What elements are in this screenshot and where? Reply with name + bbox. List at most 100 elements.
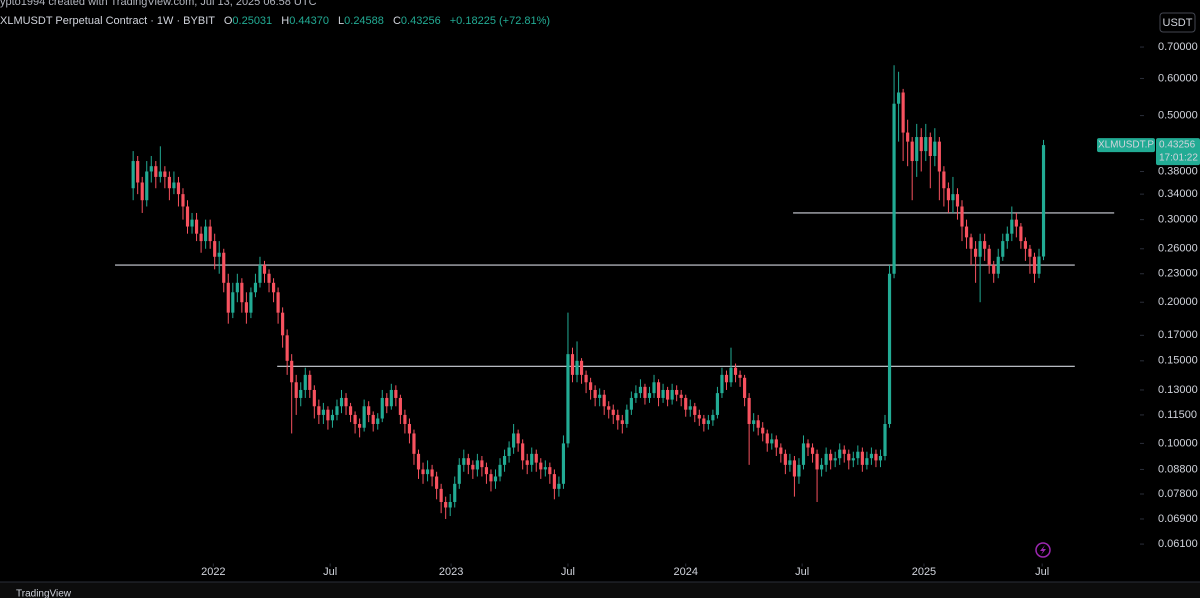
candle-body xyxy=(865,458,869,465)
y-tick-label: 0.50000 xyxy=(1158,109,1198,121)
candle-body xyxy=(389,389,393,407)
currency[interactable]: USDT xyxy=(1163,17,1193,29)
candle-body xyxy=(607,406,611,410)
candle-body xyxy=(267,273,271,283)
candle-body xyxy=(919,137,923,152)
y-tick-label: 0.38000 xyxy=(1158,165,1198,177)
candle-body xyxy=(851,458,855,461)
candle-body xyxy=(140,182,144,201)
candle-body xyxy=(756,420,760,428)
candle-body xyxy=(439,488,443,502)
candle-body xyxy=(697,414,701,419)
candle-body xyxy=(634,393,638,398)
candle-body xyxy=(992,265,996,274)
candle-body xyxy=(317,406,321,415)
symbol-tag xyxy=(1097,138,1155,153)
symbol-label: XLMUSDT.P xyxy=(1098,140,1154,151)
candle-body xyxy=(675,389,679,395)
ohlc-key: H xyxy=(281,15,290,27)
candle-body xyxy=(901,92,905,133)
y-tick-label: 0.13000 xyxy=(1158,384,1198,396)
candle-body xyxy=(145,171,149,201)
candle-body xyxy=(425,469,430,475)
y-tick-label: 0.10000 xyxy=(1158,437,1198,449)
candle-body xyxy=(625,409,629,424)
candle-body xyxy=(208,226,212,242)
candle-body xyxy=(453,483,457,502)
candle-body xyxy=(394,389,398,398)
candle-body xyxy=(172,182,176,189)
candle-body xyxy=(856,451,860,459)
candle-body xyxy=(1001,241,1005,257)
candle-body xyxy=(416,453,421,470)
candle-body xyxy=(493,476,498,482)
candle-body xyxy=(779,447,783,454)
candle-body xyxy=(285,335,289,361)
candle-body xyxy=(158,171,162,177)
candle-body xyxy=(996,256,1000,274)
candle-body xyxy=(362,406,366,428)
candle-body xyxy=(774,439,778,448)
candle-body xyxy=(521,443,525,461)
candle-body xyxy=(797,464,801,477)
candle-body xyxy=(498,464,502,477)
candle-body xyxy=(258,265,262,283)
y-tick-label: 0.60000 xyxy=(1158,72,1198,84)
candle-body xyxy=(403,414,407,424)
candle-body xyxy=(435,476,439,489)
x-tick-label: 2022 xyxy=(201,566,225,578)
candle-body xyxy=(661,389,665,398)
candle-body xyxy=(1032,256,1037,274)
candle-body xyxy=(471,464,475,470)
x-tick-label: 2023 xyxy=(439,566,463,578)
candle-body xyxy=(711,414,715,421)
candle-body xyxy=(801,443,806,465)
y-tick-label: 0.30000 xyxy=(1158,214,1198,226)
candle-body xyxy=(579,360,584,375)
candle-body xyxy=(262,265,267,274)
candle-body xyxy=(380,397,384,419)
candle-body xyxy=(656,382,661,398)
candle-body xyxy=(942,171,946,189)
candle-body xyxy=(688,406,692,410)
candle-body xyxy=(874,453,878,461)
candle-body xyxy=(869,453,874,459)
y-tick-label: 0.23000 xyxy=(1158,268,1198,280)
candle-body xyxy=(557,483,561,489)
candle-body xyxy=(136,161,140,183)
currency-button[interactable] xyxy=(1159,12,1196,33)
candle-body xyxy=(308,374,312,390)
candle-body xyxy=(552,474,556,489)
candle-body xyxy=(810,447,815,454)
ohlc-key: C xyxy=(392,15,401,27)
candle-body xyxy=(955,194,960,207)
candle-body xyxy=(937,141,941,172)
candle-body xyxy=(480,460,484,468)
candle-body xyxy=(489,474,493,482)
candle-body xyxy=(765,433,769,444)
candle-body xyxy=(652,382,656,394)
y-tick-label: 0.70000 xyxy=(1158,41,1198,53)
candle-body xyxy=(915,137,919,162)
candle-body xyxy=(951,194,955,201)
candle-body xyxy=(738,374,742,378)
countdown: 17:01:22 xyxy=(1159,153,1198,164)
ohlc-key: L xyxy=(338,15,345,27)
ohlc-key: O xyxy=(223,15,233,27)
candle-body xyxy=(847,453,851,461)
x-tick-label: Jul xyxy=(561,566,575,578)
candle-body xyxy=(638,386,643,394)
candles xyxy=(131,65,1046,519)
ohlc-value: 0.44370 xyxy=(289,15,329,27)
candle-body xyxy=(747,397,751,424)
candle-body xyxy=(910,141,914,162)
candle-body xyxy=(883,423,887,457)
candle-body xyxy=(620,420,624,424)
candle-body xyxy=(303,374,307,390)
ohlc-value: 0.43256 xyxy=(400,15,441,27)
candle-body xyxy=(299,389,303,398)
candle-body xyxy=(570,354,575,375)
candle-body xyxy=(589,382,593,390)
lightning-icon xyxy=(1035,542,1051,558)
candle-body xyxy=(335,406,339,415)
